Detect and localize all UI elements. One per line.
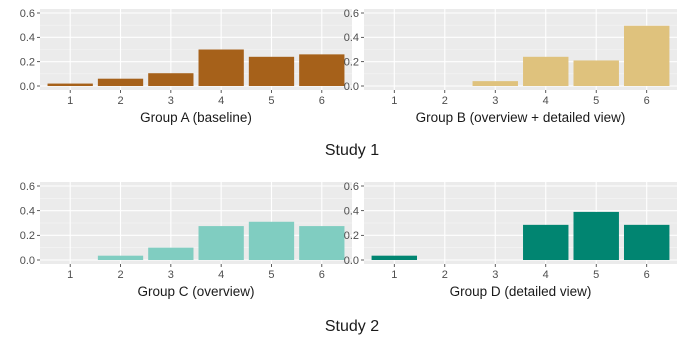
y-tick-label: 0.0 xyxy=(344,81,359,93)
x-tick-label: 2 xyxy=(442,95,448,107)
bar-6 xyxy=(623,224,670,260)
y-tick-label: 0.4 xyxy=(344,32,359,44)
y-tick-label: 0.6 xyxy=(344,181,359,193)
y-tick-label: 0.2 xyxy=(344,56,359,68)
bar-5 xyxy=(248,56,295,86)
y-tick-label: 0.6 xyxy=(344,8,359,20)
x-tick-label: 3 xyxy=(492,95,498,107)
study-caption-2: Study 2 xyxy=(325,318,379,335)
bar-4 xyxy=(523,224,569,260)
x-tick-label: 1 xyxy=(391,95,397,107)
y-tick-label: 0.0 xyxy=(344,255,359,267)
x-tick-label: 5 xyxy=(268,95,274,107)
bar-3 xyxy=(472,81,518,86)
bar-2 xyxy=(97,255,144,260)
bar-1 xyxy=(47,83,93,86)
facet-panel-3: 0.0 0.2 0.4 0.6 1 2 3 4 5 6 Group C (overview) xyxy=(20,181,352,299)
y-tick-label: 0.2 xyxy=(20,230,35,242)
facet-panel-2: 0.0 0.2 0.4 0.6 1 2 3 4 5 6 Group B (overview + de… xyxy=(344,8,677,125)
x-tick-label: 5 xyxy=(593,269,599,281)
x-tick-label: 1 xyxy=(67,269,73,281)
bar-6 xyxy=(299,54,345,86)
x-tick-label: 6 xyxy=(644,269,650,281)
y-tick-label: 0.4 xyxy=(20,32,35,44)
x-tick-label: 2 xyxy=(117,269,123,281)
x-tick-label: 2 xyxy=(117,95,123,107)
facet-panel-4: 0.0 0.2 0.4 0.6 1 2 3 4 5 6 Group D (detailed view… xyxy=(344,181,677,299)
x-axis-label: Group C (overview) xyxy=(137,284,254,299)
x-tick-label: 4 xyxy=(543,95,549,107)
x-tick-label: 1 xyxy=(391,269,397,281)
facet-panel-1: 0.0 0.2 0.4 0.6 1 2 3 4 5 6 Group A (baseline) xyxy=(20,8,352,125)
x-tick-label: 3 xyxy=(168,95,174,107)
x-axis-label: Group D (detailed view) xyxy=(450,284,592,299)
x-tick-label: 6 xyxy=(319,269,325,281)
y-tick-label: 0.6 xyxy=(20,181,35,193)
bar-5 xyxy=(573,60,619,86)
bar-3 xyxy=(148,73,194,86)
bar-5 xyxy=(573,211,619,260)
y-tick-label: 0.0 xyxy=(20,255,35,267)
x-tick-label: 3 xyxy=(492,269,498,281)
x-tick-label: 3 xyxy=(168,269,174,281)
x-tick-label: 4 xyxy=(218,269,224,281)
x-tick-label: 4 xyxy=(543,269,549,281)
x-axis-label: Group B (overview + detailed view) xyxy=(416,110,626,125)
x-tick-label: 5 xyxy=(268,269,274,281)
y-tick-label: 0.2 xyxy=(344,230,359,242)
bar-4 xyxy=(523,56,569,86)
bar-6 xyxy=(623,25,670,86)
x-tick-label: 6 xyxy=(319,95,325,107)
bar-1 xyxy=(371,255,418,260)
y-tick-label: 0.6 xyxy=(20,8,35,20)
y-tick-label: 0.4 xyxy=(20,205,35,217)
x-tick-label: 2 xyxy=(442,269,448,281)
y-tick-label: 0.0 xyxy=(20,81,35,93)
study-caption-1: Study 1 xyxy=(325,142,379,159)
y-tick-label: 0.2 xyxy=(20,56,35,68)
bar-5 xyxy=(248,221,295,260)
y-tick-label: 0.4 xyxy=(344,205,359,217)
x-axis-label: Group A (baseline) xyxy=(140,110,252,125)
bar-4 xyxy=(198,49,244,86)
x-tick-label: 4 xyxy=(218,95,224,107)
x-tick-label: 6 xyxy=(644,95,650,107)
bar-2 xyxy=(97,78,144,86)
x-tick-label: 1 xyxy=(67,95,73,107)
x-tick-label: 5 xyxy=(593,95,599,107)
bar-3 xyxy=(148,247,194,260)
bar-6 xyxy=(299,226,345,260)
bar-4 xyxy=(198,226,244,260)
